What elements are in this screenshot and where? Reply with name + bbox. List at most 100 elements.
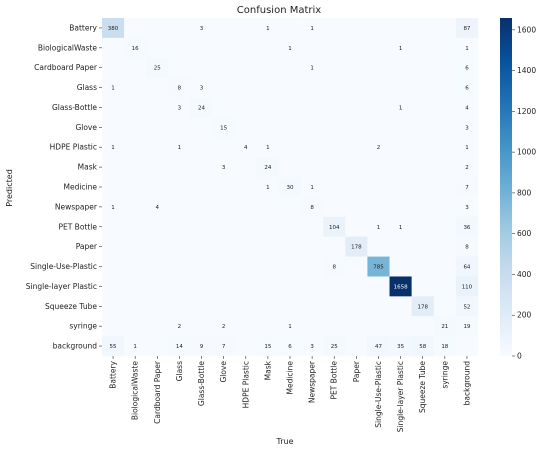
heatmap-cell — [124, 296, 147, 317]
heatmap-cell — [367, 18, 390, 39]
heatmap-cell — [168, 177, 191, 198]
heatmap-cell — [323, 157, 346, 178]
heatmap-cell — [389, 37, 412, 59]
heatmap-cell — [411, 117, 435, 138]
cell-value: 1 — [310, 26, 314, 32]
heatmap-cell — [367, 157, 390, 178]
heatmap-cell — [256, 177, 280, 198]
y-tick-label: PET Bottle — [58, 222, 97, 231]
x-axis-label: True — [276, 437, 294, 446]
heatmap-cell — [146, 137, 169, 158]
heatmap-cell — [168, 117, 191, 138]
heatmap-cell — [455, 77, 479, 98]
y-tick-label: Battery — [69, 23, 97, 32]
heatmap-cell — [433, 117, 457, 138]
cell-value: 25 — [154, 66, 161, 72]
heatmap-cell — [234, 97, 258, 118]
heatmap-cell — [234, 177, 258, 198]
heatmap-cell — [301, 296, 324, 317]
heatmap-cell — [212, 296, 236, 317]
heatmap-cell — [433, 256, 457, 277]
heatmap-cell — [190, 177, 213, 198]
colorbar-tick-label: 1200 — [517, 107, 536, 116]
heatmap-cell — [433, 276, 457, 297]
y-tick-label: Glass — [77, 83, 97, 92]
heatmap-cell — [323, 137, 346, 158]
heatmap-cell — [168, 336, 191, 357]
heatmap-cell — [323, 296, 346, 317]
heatmap-cell — [433, 336, 457, 357]
heatmap-cell — [367, 336, 390, 357]
cell-value: 3 — [465, 125, 469, 131]
heatmap-cell — [278, 97, 302, 118]
heatmap-cell — [455, 97, 479, 118]
heatmap-cell — [168, 216, 191, 238]
heatmap-cell — [411, 137, 435, 158]
cell-value: 2 — [222, 324, 226, 330]
heatmap-cell — [367, 216, 390, 238]
heatmap-cell — [323, 276, 346, 297]
heatmap-cell — [146, 236, 169, 257]
heatmap-cell — [323, 316, 346, 337]
heatmap-cell — [212, 117, 236, 138]
heatmap-cell — [433, 97, 457, 118]
y-tick-label: Single-Use-Plastic — [30, 262, 97, 271]
heatmap-cell — [455, 57, 479, 78]
cell-value: 24 — [264, 165, 271, 171]
heatmap-cell — [345, 276, 368, 297]
heatmap-cell — [323, 256, 346, 277]
cell-value: 7 — [465, 185, 469, 191]
x-tick-label: Glove — [219, 361, 228, 383]
heatmap-cell — [455, 296, 479, 317]
cell-value: 104 — [329, 225, 340, 231]
y-tick-label: syringe — [69, 322, 97, 331]
heatmap-cell — [234, 256, 258, 277]
heatmap-cell — [455, 37, 479, 59]
heatmap-cell — [433, 57, 457, 78]
heatmap-cell — [102, 336, 125, 357]
heatmap-cell — [190, 18, 213, 39]
cell-value: 8 — [332, 265, 336, 271]
heatmap-cell — [124, 256, 147, 277]
heatmap-cell — [323, 37, 346, 59]
heatmap-cell — [455, 256, 479, 277]
cell-value: 1 — [399, 225, 403, 231]
cell-value: 1 — [377, 225, 381, 231]
cell-value: 3 — [178, 105, 182, 111]
cell-value: 1 — [111, 86, 115, 92]
y-tick-label: Glove — [75, 123, 97, 132]
heatmap-cell — [190, 37, 213, 59]
cell-value: 24 — [198, 105, 205, 111]
heatmap-cell — [301, 196, 324, 218]
cell-value: 6 — [465, 86, 469, 92]
heatmap-cell — [345, 216, 368, 238]
cell-value: 380 — [108, 26, 119, 32]
heatmap-cell — [301, 18, 324, 39]
heatmap-cell — [124, 216, 147, 238]
heatmap-cell — [256, 97, 280, 118]
heatmap-cell — [190, 256, 213, 277]
heatmap-cell — [168, 157, 191, 178]
heatmap-cell — [146, 316, 169, 337]
heatmap-cell — [146, 336, 169, 357]
heatmap-cell — [301, 97, 324, 118]
y-axis-label: Predicted — [5, 169, 14, 207]
cell-value: 1 — [399, 46, 403, 52]
cell-value: 4 — [465, 105, 469, 111]
heatmap-cell — [345, 18, 368, 39]
cell-value: 18 — [441, 344, 448, 350]
heatmap-cell — [345, 177, 368, 198]
heatmap-cell — [146, 57, 169, 78]
heatmap-cell — [455, 137, 479, 158]
cell-value: 30 — [287, 185, 294, 191]
cell-value: 8 — [178, 86, 182, 92]
heatmap-cell — [234, 37, 258, 59]
cell-value: 1 — [288, 46, 292, 52]
cell-value: 8 — [310, 205, 314, 211]
heatmap-cell — [102, 18, 125, 39]
cell-value: 3 — [465, 205, 469, 211]
x-tick-label: Paper — [352, 360, 361, 382]
heatmap-cell — [455, 216, 479, 238]
heatmap-cell — [433, 77, 457, 98]
heatmap-cell — [345, 137, 368, 158]
